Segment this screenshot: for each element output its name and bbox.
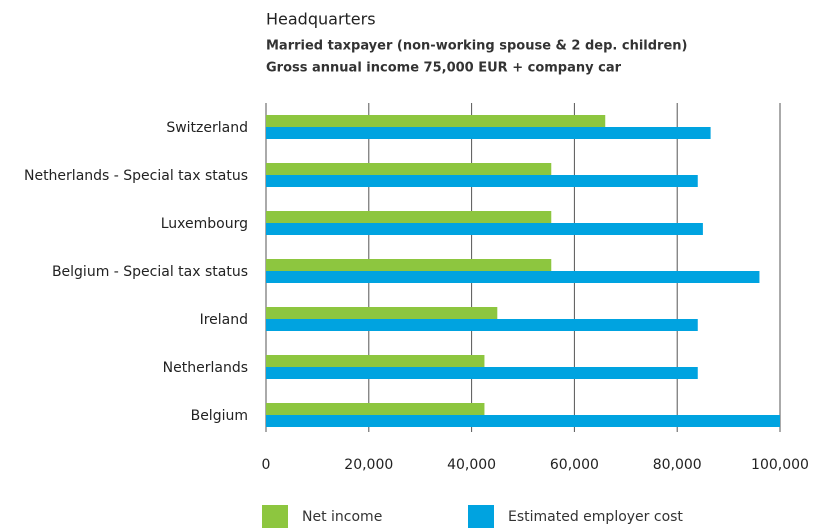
bar	[266, 175, 698, 187]
y-tick-label: Luxembourg	[161, 216, 248, 232]
bar	[266, 415, 780, 427]
bar	[266, 403, 485, 415]
legend-swatch	[262, 505, 288, 528]
legend-label: Net income	[302, 509, 382, 525]
chart-subtitle: Married taxpayer (non-working spouse & 2…	[266, 39, 687, 54]
bar	[266, 127, 711, 139]
y-tick-label: Ireland	[200, 312, 248, 328]
x-tick-label: 20,000	[344, 457, 393, 473]
x-tick-label: 100,000	[751, 457, 809, 473]
y-tick-label: Netherlands	[163, 360, 248, 376]
bar	[266, 271, 760, 283]
y-tick-label: Switzerland	[166, 120, 248, 136]
x-tick-label: 60,000	[550, 457, 599, 473]
bar	[266, 163, 552, 175]
chart-title: Headquarters	[266, 10, 376, 29]
bar	[266, 223, 703, 235]
bar	[266, 211, 552, 223]
bar	[266, 259, 552, 271]
x-tick-label: 80,000	[653, 457, 702, 473]
bar	[266, 367, 698, 379]
bar	[266, 307, 498, 319]
bar	[266, 115, 606, 127]
x-tick-label: 0	[262, 457, 271, 473]
chart-subtitle: Gross annual income 75,000 EUR + company…	[266, 61, 622, 76]
legend-label: Estimated employer cost	[508, 509, 683, 525]
bar	[266, 319, 698, 331]
y-tick-label: Belgium - Special tax status	[52, 264, 248, 280]
legend-swatch	[468, 505, 494, 528]
y-tick-label: Netherlands - Special tax status	[24, 168, 248, 184]
bar	[266, 355, 485, 367]
x-tick-label: 40,000	[447, 457, 496, 473]
y-tick-label: Belgium	[191, 408, 248, 424]
